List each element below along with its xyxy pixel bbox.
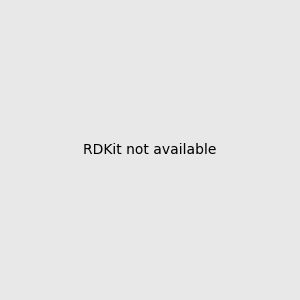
Text: RDKit not available: RDKit not available	[83, 143, 217, 157]
